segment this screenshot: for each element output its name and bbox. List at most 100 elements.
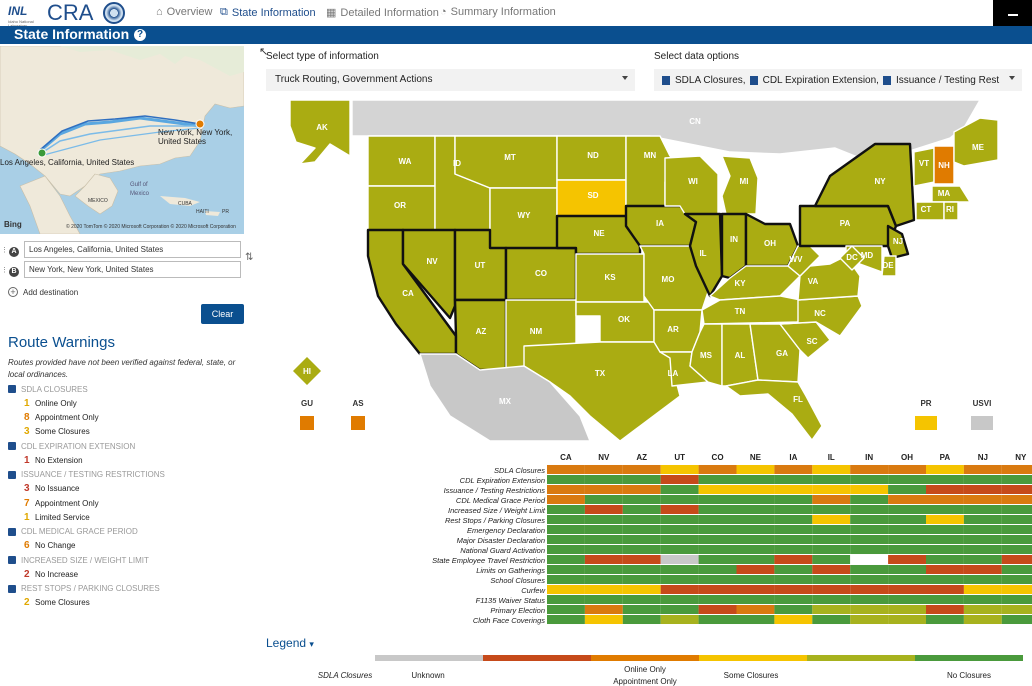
state-nh[interactable] xyxy=(933,145,955,185)
heatmap-cell[interactable] xyxy=(926,505,964,514)
heatmap-cell[interactable] xyxy=(698,485,737,494)
heatmap-cell[interactable] xyxy=(1001,535,1032,544)
heatmap-cell[interactable] xyxy=(547,475,585,484)
nav-overview[interactable]: ⌂ Overview xyxy=(156,6,213,18)
heatmap-cell[interactable] xyxy=(774,605,813,614)
heatmap-cell[interactable] xyxy=(926,465,964,474)
state-mt[interactable] xyxy=(454,135,558,189)
heatmap-cell[interactable] xyxy=(660,485,699,494)
heatmap-cell[interactable] xyxy=(888,575,926,584)
heatmap-cell[interactable] xyxy=(812,595,851,604)
heatmap-cell[interactable] xyxy=(1001,595,1032,604)
heatmap-cell[interactable] xyxy=(660,515,699,524)
heatmap-cell[interactable] xyxy=(584,555,623,564)
legend-toggle[interactable]: Legend ▾ xyxy=(266,636,314,650)
state-ri[interactable] xyxy=(943,201,959,221)
heatmap-cell[interactable] xyxy=(547,615,585,624)
heatmap-cell[interactable] xyxy=(584,485,623,494)
heatmap-cell[interactable] xyxy=(774,545,813,554)
state-nv[interactable] xyxy=(401,228,457,320)
heatmap-cell[interactable] xyxy=(622,615,661,624)
destination-input[interactable]: New York, New York, United States xyxy=(24,261,241,278)
heatmap-cell[interactable] xyxy=(736,575,775,584)
heatmap-cell[interactable] xyxy=(812,565,851,574)
heatmap-cell[interactable] xyxy=(926,495,964,504)
heatmap-cell[interactable] xyxy=(963,545,1002,554)
heatmap-cell[interactable] xyxy=(660,615,699,624)
heatmap-cell[interactable] xyxy=(963,615,1002,624)
heatmap-cell[interactable] xyxy=(774,585,813,594)
heatmap-cell[interactable] xyxy=(736,475,775,484)
heatmap-cell[interactable] xyxy=(963,515,1002,524)
heatmap-cell[interactable] xyxy=(812,495,851,504)
nav-summary-information[interactable]: ◔ Summary Information xyxy=(440,6,556,18)
heatmap-cell[interactable] xyxy=(547,495,585,504)
heatmap-cell[interactable] xyxy=(698,585,737,594)
heatmap-cell[interactable] xyxy=(736,465,775,474)
heatmap-cell[interactable] xyxy=(547,545,585,554)
heatmap-cell[interactable] xyxy=(736,525,775,534)
heatmap-cell[interactable] xyxy=(888,465,926,474)
app-logo[interactable]: CRA xyxy=(47,0,94,25)
heatmap-cell[interactable] xyxy=(698,605,737,614)
heatmap-cell[interactable] xyxy=(850,595,889,604)
heatmap-cell[interactable] xyxy=(850,555,889,564)
route-map[interactable]: Los Angeles, California, United States N… xyxy=(0,46,244,234)
heatmap-cell[interactable] xyxy=(698,545,737,554)
heatmap-cell[interactable] xyxy=(850,475,889,484)
heatmap-cell[interactable] xyxy=(584,505,623,514)
heatmap-cell[interactable] xyxy=(547,565,585,574)
heatmap-cell[interactable] xyxy=(698,495,737,504)
heatmap-cell[interactable] xyxy=(622,565,661,574)
heatmap-cell[interactable] xyxy=(926,555,964,564)
heatmap-cell[interactable] xyxy=(584,585,623,594)
heatmap-cell[interactable] xyxy=(963,495,1002,504)
heatmap-cell[interactable] xyxy=(1001,465,1032,474)
heatmap-cell[interactable] xyxy=(547,535,585,544)
heatmap-cell[interactable] xyxy=(736,515,775,524)
heatmap-cell[interactable] xyxy=(584,495,623,504)
heatmap-cell[interactable] xyxy=(850,585,889,594)
heatmap-cell[interactable] xyxy=(1001,555,1032,564)
heatmap-cell[interactable] xyxy=(622,545,661,554)
heatmap-cell[interactable] xyxy=(547,505,585,514)
heatmap-cell[interactable] xyxy=(774,535,813,544)
type-select[interactable]: Truck Routing, Government Actions xyxy=(266,69,635,91)
heatmap-cell[interactable] xyxy=(1001,575,1032,584)
heatmap-cell[interactable] xyxy=(850,515,889,524)
heatmap-cell[interactable] xyxy=(963,535,1002,544)
heatmap-cell[interactable] xyxy=(698,595,737,604)
heatmap-cell[interactable] xyxy=(660,495,699,504)
heatmap-cell[interactable] xyxy=(850,465,889,474)
heatmap-cell[interactable] xyxy=(584,545,623,554)
heatmap-cell[interactable] xyxy=(926,565,964,574)
heatmap-cell[interactable] xyxy=(698,475,737,484)
heatmap-cell[interactable] xyxy=(926,485,964,494)
heatmap-cell[interactable] xyxy=(774,505,813,514)
swap-icon[interactable]: ⇅ xyxy=(245,252,254,263)
help-icon[interactable]: ? xyxy=(134,29,146,41)
heatmap-cell[interactable] xyxy=(622,585,661,594)
heatmap-cell[interactable] xyxy=(963,575,1002,584)
state-il[interactable] xyxy=(683,212,724,298)
heatmap-cell[interactable] xyxy=(963,485,1002,494)
heatmap-cell[interactable] xyxy=(963,525,1002,534)
heatmap-cell[interactable] xyxy=(622,475,661,484)
heatmap-cell[interactable] xyxy=(812,605,851,614)
heatmap-cell[interactable] xyxy=(698,575,737,584)
heatmap-cell[interactable] xyxy=(774,465,813,474)
heatmap-cell[interactable] xyxy=(888,505,926,514)
heatmap-cell[interactable] xyxy=(812,585,851,594)
heatmap-cell[interactable] xyxy=(622,465,661,474)
heatmap-cell[interactable] xyxy=(622,595,661,604)
heatmap-cell[interactable] xyxy=(736,585,775,594)
heatmap-cell[interactable] xyxy=(774,575,813,584)
state-hi[interactable] xyxy=(291,355,323,387)
heatmap-cell[interactable] xyxy=(850,605,889,614)
heatmap-cell[interactable] xyxy=(1001,525,1032,534)
heatmap-cell[interactable] xyxy=(963,595,1002,604)
heatmap-cell[interactable] xyxy=(547,485,585,494)
origin-input[interactable]: Los Angeles, California, United States xyxy=(24,241,241,258)
heatmap-cell[interactable] xyxy=(850,565,889,574)
heatmap-cell[interactable] xyxy=(963,565,1002,574)
